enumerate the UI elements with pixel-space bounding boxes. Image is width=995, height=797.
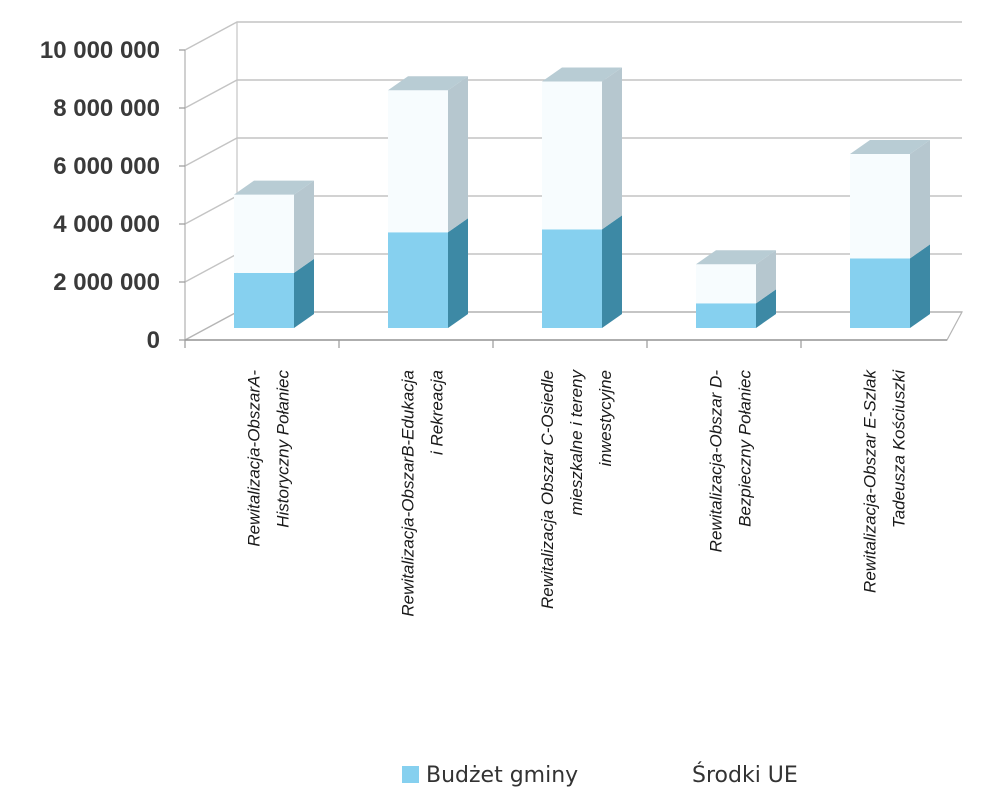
y-tick-label: 10 000 000 [40,37,160,64]
bar-front-face [234,272,294,328]
bar-front-face [542,81,602,230]
x-category-label: Rewitalizacja-ObszarA- Historyczny Połani… [245,370,293,547]
bar-front-face [696,303,756,328]
y-tick-label: 2 000 000 [53,269,160,296]
bar-top-face [542,67,622,82]
y-tick-label: 8 000 000 [53,95,160,122]
x-axis-category-labels: Rewitalizacja-ObszarA- Historyczny Połani… [245,369,909,617]
x-category-label-line: Historyczny Połaniec [274,370,293,528]
bar-top-face [234,180,314,195]
x-category-label-line: Rewitalizacja-Obszar E-Szlak [861,369,880,593]
bar-segment-srodki-ue [234,180,314,273]
x-category-label: Rewitalizacja-Obszar E-Szlak Tadeusza Koś… [861,369,909,593]
bar-segment-srodki-ue [542,67,622,230]
chart-axes [179,22,964,348]
bar-front-face [542,229,602,328]
y-tick-label: 4 000 000 [53,211,160,238]
bar-top-face [388,76,468,91]
legend-label: Środki UE [692,762,798,788]
bar-segment-srodki-ue [850,140,930,259]
bar-front-face [388,232,448,328]
bar-side-face [910,244,930,328]
x-category-label-line: Rewitalizacja-Obszar D- [707,370,726,553]
x-category-label-line: Rewitalizacja Obszar C-Osiedle [538,370,557,609]
chart-legend: Budżet gminy Środki UE [402,762,798,788]
bar-side-face [294,180,314,273]
bar-side-face [294,258,314,328]
bar-top-face [696,250,776,265]
legend-item: Budżet gminy [402,763,578,788]
x-category-label: Rewitalizacja Obszar C-Osiedle mieszkalne… [538,369,615,610]
bar-front-face [850,258,910,328]
bar-segment-srodki-ue [696,250,776,304]
bar-side-face [602,215,622,328]
bar-front-face [696,264,756,304]
bar-side-face [448,218,468,328]
bar-side-face [602,67,622,230]
bar-segment-srodki-ue [388,76,468,233]
bar-front-face [388,90,448,233]
bar-side-face [910,140,930,259]
bar-side-face [756,250,776,304]
x-category-label-line: Rewitalizacja-ObszarA- [245,370,264,547]
bar-side-face [448,76,468,233]
y-tick-label: 6 000 000 [53,153,160,180]
gridline [184,21,962,51]
legend-swatch [402,766,419,783]
x-category-label-line: mieszkalne i tereny [567,369,586,516]
x-category-label-line: i Rekreacja [428,370,447,455]
legend-label: Budżet gminy [426,763,578,788]
y-tick-label: 0 [147,327,160,354]
x-category-label-line: Tadeusza Kościuszki [890,369,909,528]
y-axis-tick-labels: 0 2 000 000 4 000 000 6 000 000 8 000 000 10 … [40,37,160,354]
legend-item: Środki UE [692,762,798,788]
bar-front-face [850,154,910,259]
x-category-label: Rewitalizacja-Obszar D- Bezpieczny Połani… [707,370,755,553]
x-category-label: Rewitalizacja-ObszarB-Edukacja i Rekreacj… [399,370,447,617]
bar-top-face [850,140,930,154]
bar-segment-budzet-gminy [696,289,776,328]
bar-side-face [756,289,776,328]
x-category-label-line: inwestycyjne [596,370,615,466]
bar-front-face [234,194,294,273]
bar-segment-budzet-gminy [388,218,468,328]
x-category-label-line: Rewitalizacja-ObszarB-Edukacja [399,370,418,617]
bar-segment-budzet-gminy [542,215,622,328]
chart-bars [234,67,930,328]
bar-segment-budzet-gminy [850,244,930,328]
bar-segment-budzet-gminy [234,258,314,328]
x-category-label-line: Bezpieczny Połaniec [736,370,755,527]
